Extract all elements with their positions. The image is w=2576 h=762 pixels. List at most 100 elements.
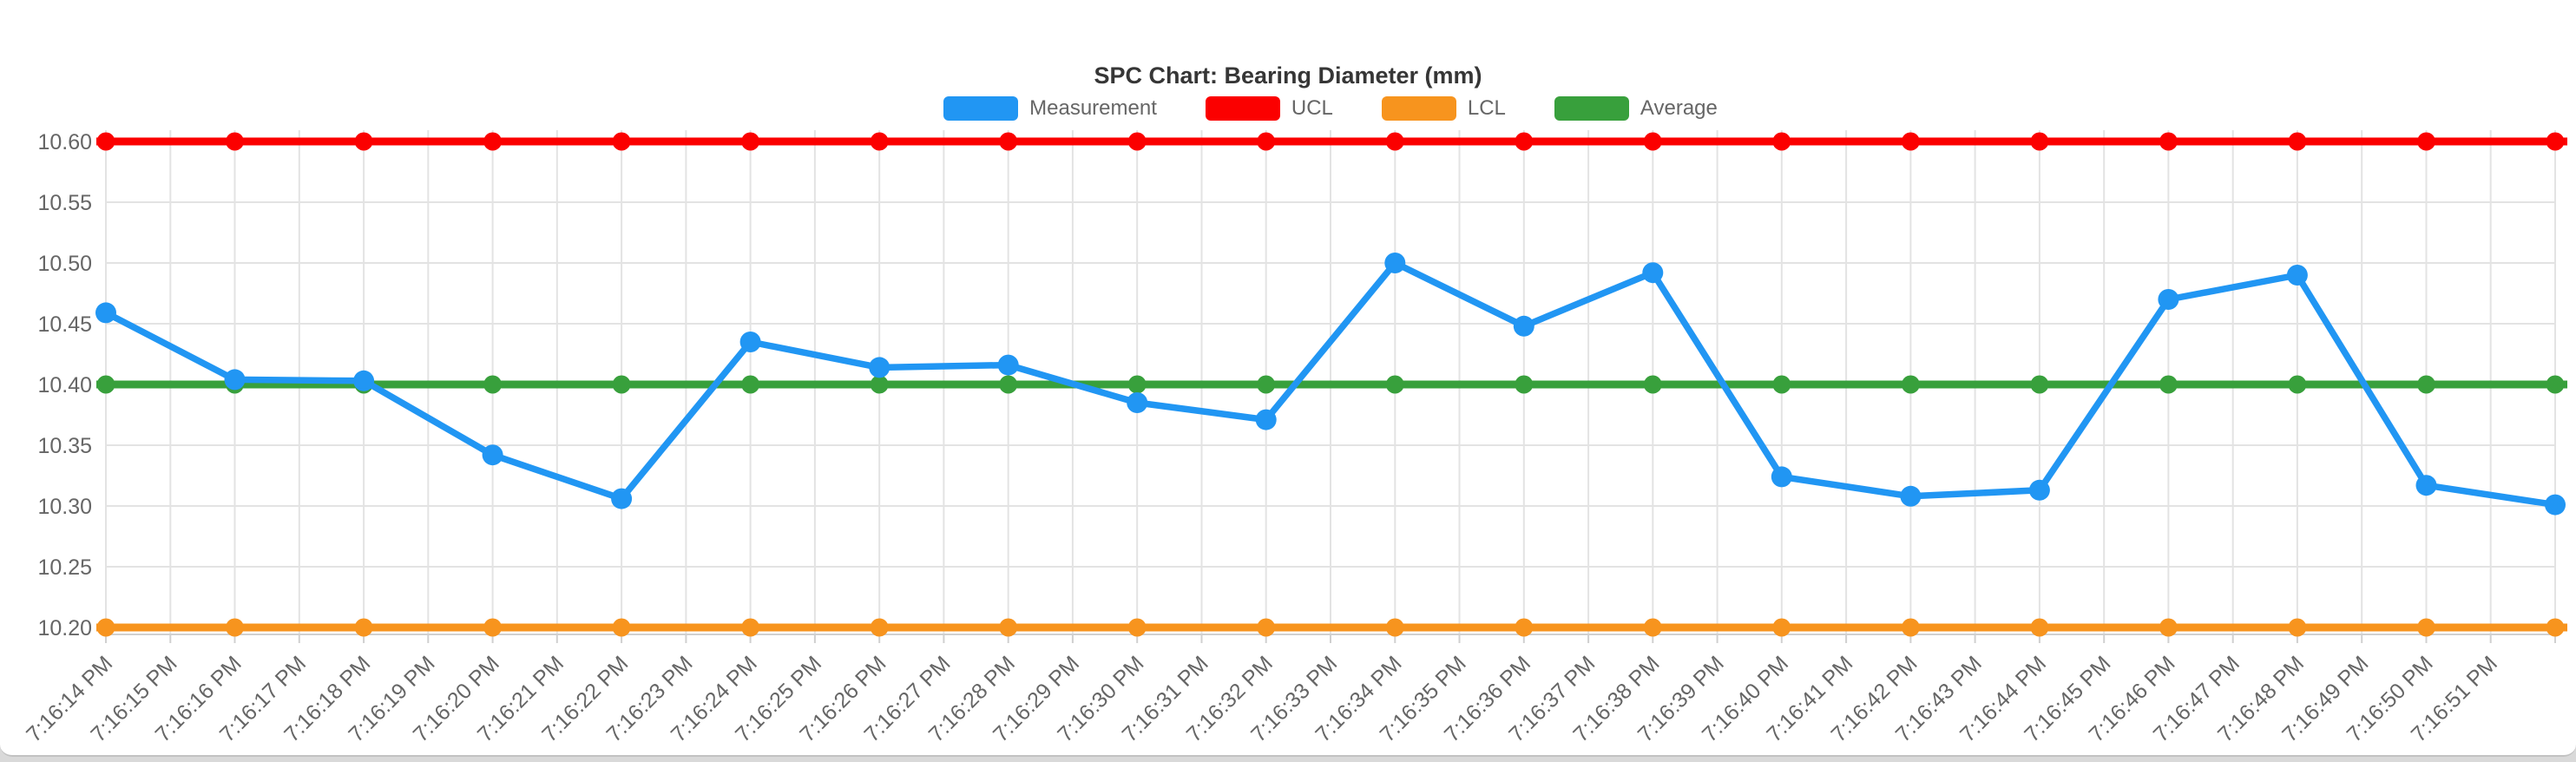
ucl-point[interactable]: [226, 132, 244, 151]
measurement-point[interactable]: [1642, 262, 1664, 284]
measurement-point[interactable]: [95, 302, 116, 324]
measurement-point[interactable]: [482, 444, 503, 466]
ucl-point[interactable]: [354, 132, 373, 151]
legend-item-measurement[interactable]: Measurement: [943, 96, 1157, 121]
ucl-point[interactable]: [1643, 132, 1662, 151]
lcl-point[interactable]: [2417, 618, 2435, 637]
legend-label: Measurement: [1029, 96, 1157, 120]
ucl-point[interactable]: [1901, 132, 1920, 151]
measurement-point[interactable]: [1127, 392, 1148, 413]
average-point[interactable]: [741, 375, 760, 394]
lcl-point[interactable]: [1127, 618, 1147, 637]
lcl-point[interactable]: [1515, 618, 1534, 637]
lcl-point[interactable]: [354, 618, 373, 637]
measurement-point[interactable]: [1255, 409, 1277, 430]
lcl-point[interactable]: [1901, 618, 1920, 637]
lcl-point[interactable]: [96, 618, 115, 637]
average-point[interactable]: [1772, 375, 1791, 394]
ucl-point[interactable]: [2288, 132, 2307, 151]
y-axis-label: 10.25: [37, 555, 92, 580]
ucl-point[interactable]: [2030, 132, 2049, 151]
legend-item-average[interactable]: Average: [1554, 96, 1718, 121]
ucl-point[interactable]: [96, 132, 115, 151]
legend: Measurement UCL LCL Average: [106, 96, 2555, 121]
average-point[interactable]: [1385, 375, 1404, 394]
average-point[interactable]: [1127, 375, 1147, 394]
lcl-point[interactable]: [2288, 618, 2307, 637]
lcl-point[interactable]: [2546, 618, 2565, 637]
measurement-point[interactable]: [2028, 479, 2050, 501]
average-point[interactable]: [870, 375, 889, 394]
average-point[interactable]: [2030, 375, 2049, 394]
legend-label: LCL: [1467, 96, 1506, 120]
ucl-point[interactable]: [1127, 132, 1147, 151]
ucl-point[interactable]: [2546, 132, 2565, 151]
average-point[interactable]: [2159, 375, 2178, 394]
measurement-point[interactable]: [1513, 315, 1534, 337]
y-axis-label: 10.20: [37, 616, 92, 640]
measurement-point[interactable]: [353, 370, 375, 391]
average-point[interactable]: [483, 375, 503, 394]
y-axis-label: 10.35: [37, 434, 92, 458]
lcl-point[interactable]: [1772, 618, 1791, 637]
ucl-point[interactable]: [1515, 132, 1534, 151]
average-point[interactable]: [1643, 375, 1662, 394]
average-point[interactable]: [1257, 375, 1276, 394]
measurement-line: [102, 259, 2559, 509]
ucl-point[interactable]: [999, 132, 1018, 151]
average-point[interactable]: [2546, 375, 2565, 394]
legend-item-ucl[interactable]: UCL: [1205, 96, 1333, 121]
average-point[interactable]: [96, 375, 115, 394]
y-axis-label: 10.55: [37, 191, 92, 215]
measurement-point[interactable]: [611, 488, 633, 509]
ucl-point[interactable]: [483, 132, 503, 151]
lcl-point[interactable]: [1257, 618, 1276, 637]
measurement-point[interactable]: [739, 332, 761, 352]
legend-swatch-ucl: [1205, 96, 1280, 121]
ucl-point[interactable]: [612, 132, 631, 151]
ucl-point[interactable]: [1772, 132, 1791, 151]
average-point[interactable]: [2288, 375, 2307, 394]
legend-swatch-lcl: [1381, 96, 1456, 121]
average-point[interactable]: [612, 375, 631, 394]
average-point[interactable]: [1901, 375, 1920, 394]
ucl-point[interactable]: [870, 132, 889, 151]
measurement-point[interactable]: [2545, 494, 2566, 516]
y-axis-label: 10.40: [37, 373, 92, 397]
lcl-point[interactable]: [999, 618, 1018, 637]
average-point[interactable]: [999, 375, 1018, 394]
measurement-point[interactable]: [224, 369, 246, 391]
measurement-point[interactable]: [2415, 475, 2437, 496]
measurement-point[interactable]: [1384, 253, 1406, 273]
y-axis-label: 10.45: [37, 312, 92, 337]
ucl-point[interactable]: [741, 132, 760, 151]
measurement-point[interactable]: [1900, 485, 1922, 507]
legend-label: Average: [1640, 96, 1718, 120]
lcl-point[interactable]: [226, 618, 244, 637]
measurement-point[interactable]: [1771, 466, 1792, 488]
average-point[interactable]: [1515, 375, 1534, 394]
lcl-point[interactable]: [612, 618, 631, 637]
legend-item-lcl[interactable]: LCL: [1381, 96, 1506, 121]
legend-swatch-measurement: [943, 96, 1019, 121]
lcl-point[interactable]: [2159, 618, 2178, 637]
lcl-point[interactable]: [2030, 618, 2049, 637]
measurement-point[interactable]: [2158, 289, 2179, 310]
average-point[interactable]: [2417, 375, 2435, 394]
ucl-point[interactable]: [2417, 132, 2435, 151]
measurement-point[interactable]: [997, 354, 1019, 376]
ucl-point[interactable]: [1257, 132, 1276, 151]
y-axis-label: 10.50: [37, 252, 92, 276]
lcl-point[interactable]: [1385, 618, 1404, 637]
ucl-point[interactable]: [2159, 132, 2178, 151]
lcl-point[interactable]: [1643, 618, 1662, 637]
lcl-point[interactable]: [483, 618, 503, 637]
lcl-point[interactable]: [741, 618, 760, 637]
lcl-point[interactable]: [870, 618, 889, 637]
ucl-point[interactable]: [1385, 132, 1404, 151]
measurement-point[interactable]: [869, 357, 890, 378]
measurement-point[interactable]: [2286, 265, 2308, 286]
legend-swatch-average: [1554, 96, 1629, 121]
